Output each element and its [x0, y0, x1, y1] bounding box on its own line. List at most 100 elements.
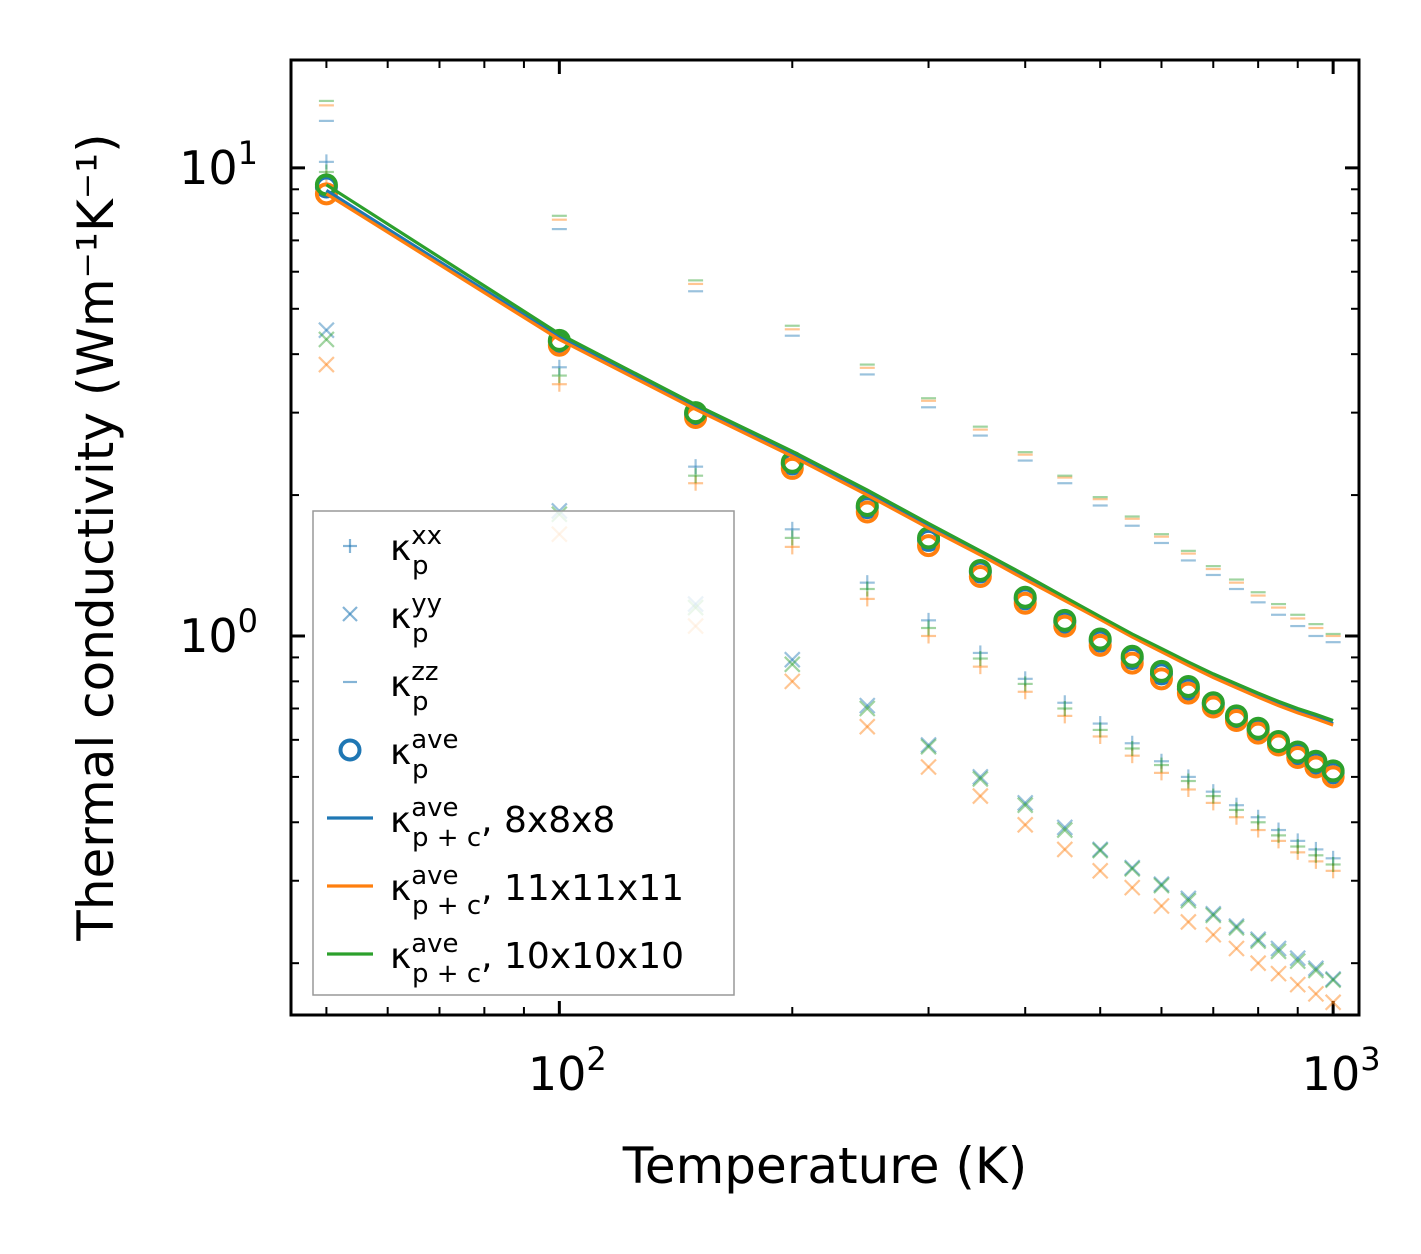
legend-superscript: zz — [411, 657, 438, 687]
x-marker-b — [972, 768, 989, 786]
tick-label-base: 10 — [179, 609, 238, 663]
x-marker-b — [1324, 994, 1342, 1011]
x-marker-a — [858, 700, 876, 717]
legend-entry: κyy p — [342, 589, 442, 649]
circle-marker — [1286, 740, 1310, 764]
x-marker-b — [1180, 892, 1197, 909]
circle-marker — [1176, 681, 1200, 705]
legend-kappa: κ — [390, 528, 411, 569]
x-marker-b — [318, 321, 335, 339]
tick-label-base: 10 — [179, 141, 238, 195]
x-marker-b — [1091, 862, 1109, 880]
tick-label-exponent: 0 — [238, 602, 258, 640]
x-marker-a — [1091, 842, 1109, 859]
x-marker-a — [1016, 796, 1034, 814]
legend-entry: κave p + c, 10x10x10 — [327, 929, 684, 989]
legend-label: κave p + c, 10x10x10 — [390, 929, 684, 989]
tick-label-exponent: 3 — [1360, 1040, 1380, 1078]
series-1 — [318, 170, 1341, 879]
x-marker-a — [1249, 930, 1267, 948]
x-marker-b — [1324, 970, 1342, 988]
x-marker-a — [783, 656, 801, 673]
circle-marker — [338, 738, 362, 762]
tick-label-base: 10 — [1302, 1047, 1361, 1101]
x-marker-b — [1249, 932, 1267, 950]
x-marker-a — [1249, 954, 1267, 972]
legend-suffix: , 8x8x8 — [481, 800, 615, 841]
legend-label: κave p + c, 11x11x11 — [390, 861, 684, 921]
circle-marker — [917, 534, 941, 558]
series-2 — [318, 164, 1341, 872]
legend-label: κxx p — [390, 521, 442, 581]
x-marker-b — [1016, 794, 1034, 812]
legend-entry: κave p + c, 11x11x11 — [327, 861, 684, 921]
legend-subscript: p + c — [412, 891, 481, 921]
x-marker-b — [1056, 819, 1074, 836]
circle-marker — [1013, 585, 1037, 609]
series-7 — [318, 104, 1341, 638]
series-14 — [325, 183, 1334, 723]
x-marker-a — [920, 758, 937, 776]
series-8 — [318, 99, 1341, 636]
legend-entry: κave p — [338, 725, 459, 785]
x-marker-a — [1091, 862, 1109, 880]
x-marker-b — [342, 606, 358, 622]
x-marker-a — [1249, 932, 1267, 950]
x-marker-a — [858, 697, 876, 714]
circle-marker — [1304, 749, 1328, 773]
x-marker-a — [1307, 985, 1325, 1003]
y-axis-title: Thermal conductivity (Wm⁻¹K⁻¹) — [67, 133, 125, 941]
x-marker-b — [1016, 796, 1034, 814]
x-marker-b — [1289, 952, 1307, 970]
legend-superscript: xx — [411, 521, 442, 551]
legend-kappa: κ — [390, 868, 411, 909]
x-marker-a — [1324, 970, 1342, 988]
x-marker-a — [920, 736, 937, 754]
x-marker-b — [1180, 913, 1197, 931]
legend-label: κave p + c, 8x8x8 — [390, 793, 615, 853]
x-marker-a — [1056, 819, 1074, 836]
circle-marker — [1321, 759, 1345, 783]
circle-marker — [1267, 730, 1291, 754]
legend-kappa: κ — [390, 732, 411, 773]
x-marker-a — [1180, 892, 1197, 909]
legend-superscript: ave — [411, 861, 458, 891]
legend-kappa: κ — [390, 936, 411, 977]
x-marker-b — [858, 697, 876, 714]
x-marker-b — [318, 356, 335, 373]
x-marker-a — [1056, 841, 1074, 858]
x-axis-title: Temperature (K) — [622, 1137, 1027, 1195]
x-marker-b — [920, 736, 937, 754]
x-marker-a — [972, 787, 989, 805]
y-tick-label: 100 — [179, 602, 258, 663]
legend-entry: κxx p — [343, 521, 442, 581]
tick-label-exponent: 2 — [586, 1040, 606, 1078]
x-marker-b — [1228, 917, 1245, 935]
circle-marker — [314, 182, 338, 206]
x-marker-a — [1228, 917, 1245, 935]
legend-subscript: p + c — [412, 823, 481, 853]
plot-frame — [289, 58, 1361, 1017]
x-marker-b — [972, 787, 989, 805]
x-marker-a — [318, 321, 335, 339]
x-marker-a — [1153, 877, 1170, 894]
x-marker-a — [1180, 913, 1197, 931]
x-marker-a — [1324, 994, 1342, 1011]
x-marker-a — [1204, 905, 1222, 923]
x-marker-a — [1180, 890, 1197, 907]
legend-entry: κave p + c, 8x8x8 — [327, 793, 615, 853]
x-marker-b — [1056, 821, 1074, 839]
x-marker-a — [783, 673, 801, 690]
x-marker-b — [1270, 943, 1287, 960]
x-marker-a — [1228, 940, 1245, 957]
x-marker-a — [1123, 879, 1141, 896]
x-marker-b — [1307, 985, 1325, 1003]
circle-marker — [1224, 704, 1248, 728]
legend-subscript: p — [412, 551, 429, 581]
x-tick-label: 102 — [528, 1040, 607, 1101]
legend-box — [312, 510, 735, 996]
x-marker-b — [858, 700, 876, 717]
